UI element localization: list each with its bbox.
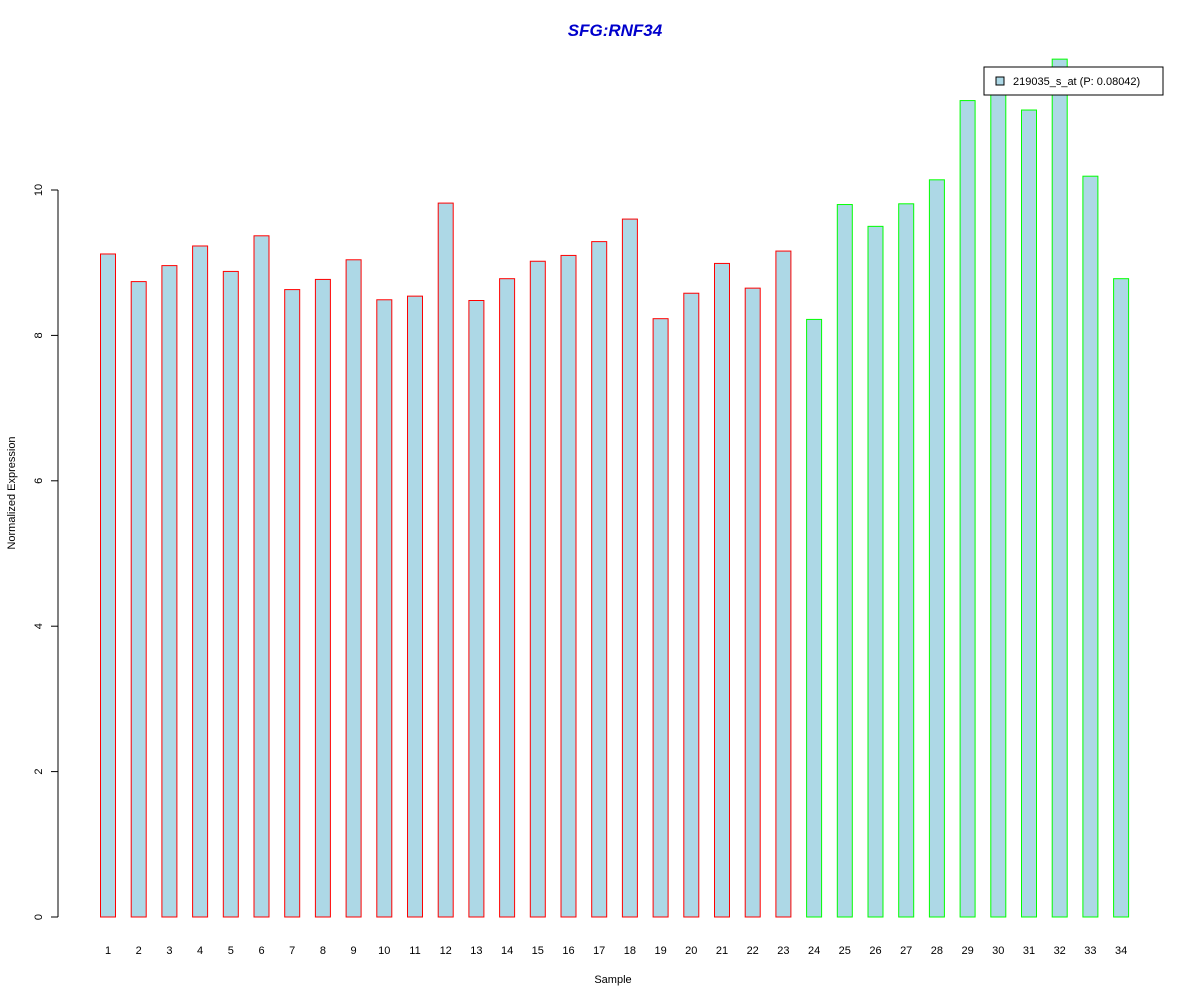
bar-sample-14: [499, 278, 516, 918]
bar-sample-28: [928, 179, 945, 918]
bar-sample-15: [529, 260, 546, 918]
bar-sample-32: [1051, 58, 1068, 918]
bar-sample-20: [683, 292, 700, 918]
x-tick-label: 5: [228, 945, 234, 957]
x-tick-label: 25: [839, 945, 851, 957]
x-tick-label: 17: [593, 945, 605, 957]
bar-sample-9: [345, 259, 362, 918]
x-tick-label: 1: [105, 945, 111, 957]
x-tick-label: 13: [470, 945, 482, 957]
x-tick-label: 7: [289, 945, 295, 957]
bar-sample-25: [836, 204, 853, 918]
x-tick-label: 12: [440, 945, 452, 957]
x-tick-label: 2: [136, 945, 142, 957]
x-tick-label: 19: [654, 945, 666, 957]
bar-sample-24: [806, 318, 823, 918]
bar-sample-3: [161, 265, 178, 918]
y-tick-label: 4: [33, 623, 45, 629]
x-tick-labels: 1 2 3 4 5 6 7 8 9 10 11 12 13 14 15 16 17 18 19 20 21 22 23 24 2…: [105, 945, 1127, 957]
x-tick-label: 31: [1023, 945, 1035, 957]
x-tick-label: 20: [685, 945, 697, 957]
x-tick-label: 22: [747, 945, 759, 957]
x-tick-label: 4: [197, 945, 203, 957]
x-tick-label: 28: [931, 945, 943, 957]
bar-sample-26: [867, 225, 884, 918]
y-tick-label: 10: [33, 184, 45, 196]
bar-sample-16: [560, 254, 577, 918]
x-tick-label: 30: [992, 945, 1004, 957]
bar-sample-2: [130, 281, 147, 918]
bar-sample-12: [437, 202, 454, 918]
x-tick-label: 29: [961, 945, 973, 957]
x-tick-label: 16: [562, 945, 574, 957]
bar-sample-10: [376, 299, 393, 918]
bar-sample-23: [775, 250, 792, 918]
x-tick-label: 27: [900, 945, 912, 957]
bar-sample-22: [744, 287, 761, 918]
legend: 219035_s_at (P: 0.08042): [983, 66, 1164, 96]
x-tick-label: 11: [409, 945, 420, 957]
y-tick-label: 2: [33, 769, 45, 775]
x-tick-label: 3: [166, 945, 172, 957]
bar-sample-19: [652, 318, 669, 918]
bar-sample-33: [1082, 175, 1099, 918]
bar-sample-17: [591, 241, 608, 918]
bar-sample-31: [1021, 109, 1037, 918]
bar-sample-1: [100, 253, 116, 918]
bar-sample-21: [714, 262, 730, 918]
x-tick-label: 24: [808, 945, 820, 957]
bar-sample-5: [222, 270, 239, 918]
y-tick-label: 0: [33, 914, 45, 920]
y-tick-label: 8: [33, 332, 45, 338]
bar-sample-4: [192, 245, 209, 918]
x-tick-label: 32: [1054, 945, 1066, 957]
bar-sample-29: [959, 100, 976, 918]
x-tick-label: 10: [378, 945, 390, 957]
x-tick-label: 23: [777, 945, 789, 957]
y-tick-label: 6: [33, 478, 45, 484]
bar-sample-7: [284, 289, 301, 918]
y-axis-label: Normalized Expression: [6, 436, 18, 549]
bar-sample-34: [1113, 278, 1130, 918]
bar-sample-18: [621, 218, 638, 918]
x-tick-label: 18: [624, 945, 636, 957]
bar-sample-13: [468, 300, 485, 918]
x-tick-label: 33: [1084, 945, 1096, 957]
legend-box: [983, 66, 1164, 96]
x-tick-label: 26: [869, 945, 881, 957]
x-tick-label: 21: [716, 945, 728, 957]
x-tick-label: 14: [501, 945, 513, 957]
x-axis-label: Sample: [594, 974, 631, 986]
x-tick-label: 15: [532, 945, 544, 957]
x-tick-label: 6: [258, 945, 264, 957]
bar-sample-6: [253, 235, 270, 918]
y-axis: 0 2 4 6 8 10: [33, 184, 59, 920]
x-tick-label: 34: [1115, 945, 1127, 957]
bar-sample-11: [407, 295, 423, 918]
x-tick-label: 9: [351, 945, 357, 957]
legend-label: 219035_s_at (P: 0.08042): [1013, 76, 1140, 88]
bar-sample-27: [898, 203, 915, 918]
bars-group: [100, 58, 1130, 918]
x-tick-label: 8: [320, 945, 326, 957]
bar-sample-30: [990, 87, 1007, 918]
legend-swatch: [995, 76, 1005, 86]
bar-sample-8: [314, 278, 331, 918]
chart-title: SFG:RNF34: [568, 21, 663, 40]
